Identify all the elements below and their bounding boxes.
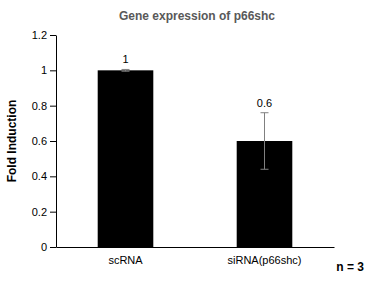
y-tick: 1 (41, 64, 56, 76)
data-label: 1 (122, 53, 128, 65)
data-labels: 10.6 (122, 53, 272, 108)
y-tick-label: 1.2 (32, 29, 47, 41)
marks (98, 69, 293, 247)
y-tick: 0.4 (32, 170, 56, 182)
x-tick: scRNA (108, 247, 143, 266)
y-tick-mark (50, 141, 56, 142)
y-tick: 0.2 (32, 206, 56, 218)
y-tick: 0.8 (32, 100, 56, 112)
y-tick-label: 0.8 (32, 100, 47, 112)
y-tick: 1.2 (32, 29, 56, 41)
y-tick-label: 0.6 (32, 135, 47, 147)
error-bar (122, 69, 130, 71)
y-tick: 0 (41, 241, 56, 253)
x-axis: scRNA siRNA(p66shc) (57, 247, 335, 266)
y-axis: 0 0.2 0.4 0.6 0.8 1 1.2 (32, 29, 57, 253)
error-cap (122, 71, 130, 72)
error-bar (261, 113, 269, 170)
title: Gene expression of p66shc (119, 9, 275, 23)
annotation: n = 3 (336, 260, 364, 274)
y-tick-label: 0.2 (32, 206, 47, 218)
x-tick-label: scRNA (108, 254, 143, 266)
y-tick-mark (50, 176, 56, 177)
y-tick-label: 1 (41, 64, 47, 76)
y-tick-mark (50, 70, 56, 71)
chart: 00.20.40.60.811.2scRNAsiRNA(p66shc)10.6G… (0, 0, 374, 283)
y-tick-label: 0 (41, 241, 47, 253)
bar (98, 70, 154, 247)
data-label: 0.6 (257, 97, 272, 109)
error-cap (122, 69, 130, 70)
y-tick-mark (50, 247, 56, 248)
x-tick-label: siRNA(p66shc) (228, 254, 302, 266)
y-tick-mark (50, 212, 56, 213)
y-tick: 0.6 (32, 135, 56, 147)
error-cap (261, 112, 269, 113)
error-cap (261, 169, 269, 170)
y-tick-mark (50, 35, 56, 36)
plot: 00.20.40.60.811.2scRNAsiRNA(p66shc)10.6 (32, 29, 335, 266)
y-axis-line (56, 36, 57, 248)
x-tick: siRNA(p66shc) (228, 247, 302, 266)
error-stem (264, 113, 265, 170)
y-tick-mark (50, 106, 56, 107)
x-axis-line (57, 247, 335, 248)
y-tick-label: 0.4 (32, 170, 47, 182)
y-axis-title: Fold Induction (5, 100, 19, 183)
